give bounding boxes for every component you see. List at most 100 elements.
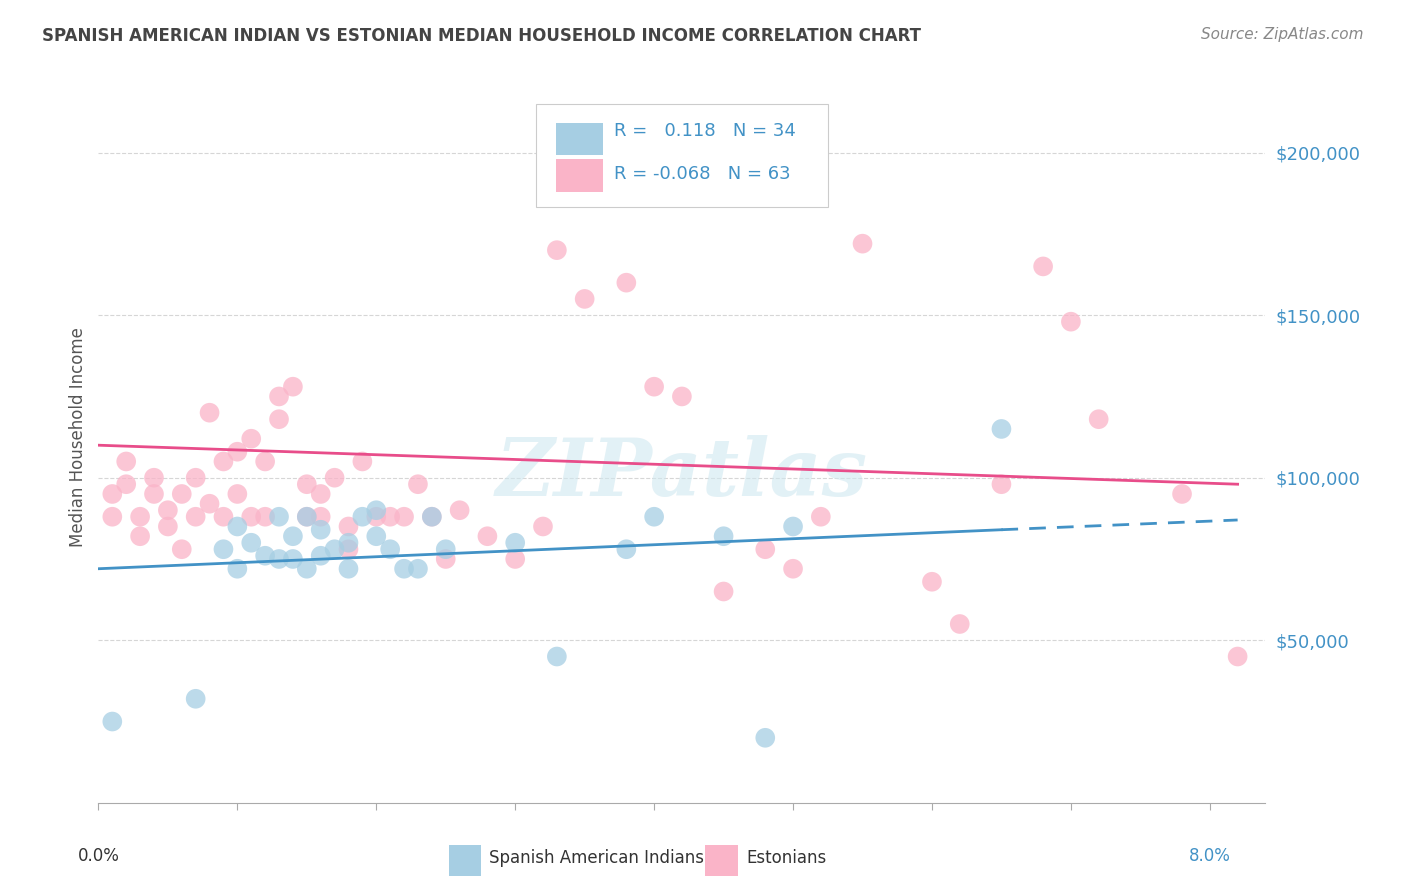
- Point: [671, 389, 693, 403]
- Text: Estonians: Estonians: [747, 849, 827, 867]
- Point: [323, 471, 346, 485]
- Point: [366, 509, 388, 524]
- Point: [754, 731, 776, 745]
- Point: [309, 549, 332, 563]
- Point: [449, 503, 471, 517]
- Point: [198, 497, 221, 511]
- Point: [503, 552, 526, 566]
- Point: [546, 649, 568, 664]
- Point: [156, 503, 179, 517]
- Point: [281, 552, 304, 566]
- Point: [267, 412, 290, 426]
- Point: [574, 292, 596, 306]
- Point: [115, 477, 138, 491]
- Bar: [449, 846, 481, 876]
- Point: [309, 509, 332, 524]
- Point: [434, 552, 457, 566]
- Point: [115, 454, 138, 468]
- Point: [392, 562, 415, 576]
- Point: [949, 617, 972, 632]
- Point: [643, 509, 665, 524]
- Point: [226, 444, 249, 458]
- Point: [990, 422, 1012, 436]
- Bar: [706, 846, 738, 876]
- Point: [254, 454, 277, 468]
- Point: [101, 487, 124, 501]
- Point: [184, 509, 207, 524]
- Point: [143, 471, 166, 485]
- Point: [477, 529, 499, 543]
- Text: R = -0.068   N = 63: R = -0.068 N = 63: [614, 165, 790, 183]
- Point: [1032, 260, 1054, 274]
- Point: [267, 509, 290, 524]
- Point: [352, 454, 374, 468]
- Point: [323, 542, 346, 557]
- Point: [921, 574, 943, 589]
- Point: [267, 552, 290, 566]
- Text: Spanish American Indians: Spanish American Indians: [489, 849, 704, 867]
- Point: [143, 487, 166, 501]
- Point: [184, 691, 207, 706]
- Point: [170, 487, 193, 501]
- Bar: [555, 122, 603, 155]
- Point: [101, 509, 124, 524]
- Point: [309, 523, 332, 537]
- Point: [129, 529, 152, 543]
- Point: [212, 542, 235, 557]
- Point: [1171, 487, 1194, 501]
- Point: [420, 509, 443, 524]
- Point: [254, 509, 277, 524]
- Point: [782, 519, 804, 533]
- Point: [754, 542, 776, 557]
- Point: [295, 562, 318, 576]
- Point: [337, 542, 360, 557]
- Point: [406, 477, 429, 491]
- Point: [226, 487, 249, 501]
- Point: [366, 529, 388, 543]
- Point: [392, 509, 415, 524]
- Point: [212, 509, 235, 524]
- Point: [851, 236, 873, 251]
- Point: [240, 432, 263, 446]
- Point: [782, 562, 804, 576]
- Point: [337, 535, 360, 549]
- Point: [352, 509, 374, 524]
- Point: [380, 509, 402, 524]
- Text: Source: ZipAtlas.com: Source: ZipAtlas.com: [1201, 27, 1364, 42]
- Point: [643, 380, 665, 394]
- Point: [406, 562, 429, 576]
- Text: 0.0%: 0.0%: [77, 847, 120, 864]
- Text: 8.0%: 8.0%: [1189, 847, 1230, 864]
- FancyBboxPatch shape: [536, 104, 828, 207]
- Point: [990, 477, 1012, 491]
- Point: [295, 509, 318, 524]
- Point: [281, 529, 304, 543]
- Point: [546, 243, 568, 257]
- Point: [254, 549, 277, 563]
- Point: [184, 471, 207, 485]
- Point: [337, 519, 360, 533]
- Point: [295, 477, 318, 491]
- Text: SPANISH AMERICAN INDIAN VS ESTONIAN MEDIAN HOUSEHOLD INCOME CORRELATION CHART: SPANISH AMERICAN INDIAN VS ESTONIAN MEDI…: [42, 27, 921, 45]
- Point: [1060, 315, 1083, 329]
- Point: [614, 276, 637, 290]
- Point: [366, 503, 388, 517]
- Point: [226, 562, 249, 576]
- Point: [101, 714, 124, 729]
- Point: [226, 519, 249, 533]
- Point: [240, 535, 263, 549]
- Point: [434, 542, 457, 557]
- Point: [267, 389, 290, 403]
- Text: R =   0.118   N = 34: R = 0.118 N = 34: [614, 122, 796, 140]
- Point: [713, 584, 735, 599]
- Point: [713, 529, 735, 543]
- Point: [337, 562, 360, 576]
- Point: [810, 509, 832, 524]
- Point: [281, 380, 304, 394]
- Y-axis label: Median Household Income: Median Household Income: [69, 327, 87, 547]
- Bar: [555, 159, 603, 192]
- Point: [614, 542, 637, 557]
- Point: [240, 509, 263, 524]
- Text: ZIPatlas: ZIPatlas: [496, 435, 868, 512]
- Point: [198, 406, 221, 420]
